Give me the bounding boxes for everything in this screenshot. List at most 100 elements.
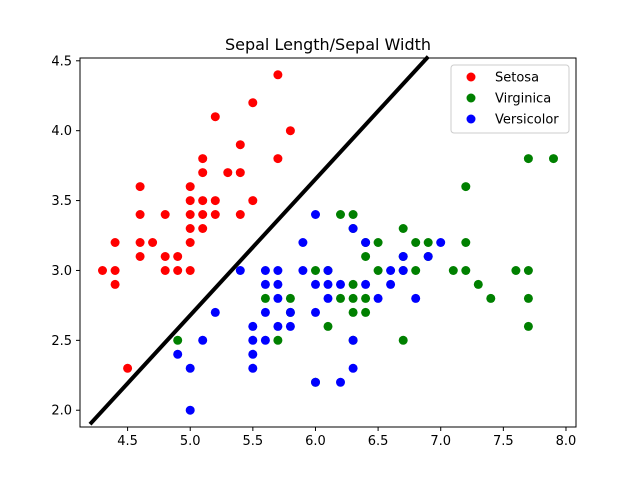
data-point-virginica: [461, 182, 471, 192]
data-point-setosa: [198, 168, 208, 178]
axes-frame: [79, 57, 577, 428]
data-point-virginica: [423, 238, 433, 247]
data-point-versicolor: [423, 252, 433, 261]
data-point-versicolor: [298, 238, 308, 247]
data-point-virginica: [361, 307, 371, 317]
data-point-versicolor: [273, 293, 283, 303]
x-tick-label: 6.0: [305, 434, 326, 449]
data-point-setosa: [198, 224, 208, 233]
data-point-virginica: [486, 293, 496, 303]
data-point-setosa: [160, 252, 170, 261]
data-point-versicolor: [273, 321, 283, 331]
data-point-virginica: [523, 321, 533, 331]
data-point-virginica: [461, 238, 471, 247]
data-point-virginica: [260, 293, 270, 303]
data-point-versicolor: [386, 266, 396, 275]
x-tick-label: 7.5: [493, 434, 514, 449]
data-point-virginica: [361, 293, 371, 303]
data-point-setosa: [160, 210, 170, 219]
data-point-setosa: [110, 266, 120, 275]
data-point-versicolor: [311, 307, 320, 317]
data-point-virginica: [373, 266, 383, 275]
data-point-virginica: [411, 266, 421, 275]
data-point-versicolor: [336, 377, 345, 387]
data-point-virginica: [348, 307, 358, 317]
y-tick-label: 2.5: [51, 334, 72, 349]
data-point-virginica: [361, 252, 371, 261]
data-point-versicolor: [285, 307, 295, 317]
plot-area: [88, 55, 558, 426]
data-point-setosa: [185, 182, 195, 192]
data-point-virginica: [398, 335, 408, 345]
x-tick-label: 7.0: [430, 434, 451, 449]
data-point-versicolor: [285, 321, 295, 331]
y-tick-label: 3.5: [51, 194, 72, 209]
data-point-virginica: [348, 210, 358, 219]
data-point-virginica: [473, 279, 483, 289]
data-point-virginica: [448, 266, 458, 275]
data-point-versicolor: [411, 293, 421, 303]
legend-marker-virginica: [466, 93, 476, 103]
data-point-setosa: [185, 224, 195, 233]
data-point-versicolor: [248, 321, 258, 331]
data-point-virginica: [523, 154, 533, 164]
data-point-setosa: [285, 126, 295, 136]
x-axis: 4.5 5.0 5.5 6.0 6.5 7.0 7.5 8.0: [117, 427, 576, 449]
data-point-setosa: [135, 182, 145, 192]
data-point-setosa: [135, 238, 145, 247]
data-point-virginica: [348, 293, 358, 303]
series-virginica: [173, 154, 558, 387]
data-point-setosa: [185, 238, 195, 247]
data-point-setosa: [185, 266, 195, 275]
data-point-versicolor: [185, 363, 195, 373]
data-point-setosa: [123, 363, 133, 373]
legend-marker-setosa: [466, 72, 476, 82]
separator-line: [88, 55, 430, 426]
data-point-setosa: [148, 238, 158, 247]
data-point-virginica: [461, 266, 471, 275]
data-point-virginica: [273, 335, 283, 345]
data-point-versicolor: [361, 238, 371, 247]
x-tick-label: 8.0: [556, 434, 577, 449]
data-point-setosa: [210, 210, 220, 219]
data-point-setosa: [173, 266, 183, 275]
data-point-versicolor: [311, 377, 320, 387]
chart-title: Sepal Length/Sepal Width: [225, 35, 431, 54]
x-tick-label: 5.0: [180, 434, 201, 449]
legend-label-virginica: Virginica: [495, 92, 551, 107]
data-point-versicolor: [298, 266, 308, 275]
data-point-virginica: [336, 210, 345, 219]
data-point-versicolor: [248, 335, 258, 345]
data-point-versicolor: [198, 335, 208, 345]
data-point-versicolor: [348, 363, 358, 373]
data-point-versicolor: [311, 210, 320, 219]
data-point-versicolor: [361, 279, 371, 289]
data-point-setosa: [135, 210, 145, 219]
data-point-versicolor: [311, 279, 320, 289]
data-point-versicolor: [398, 252, 408, 261]
data-point-versicolor: [273, 279, 283, 289]
legend-label-setosa: Setosa: [495, 71, 539, 86]
legend-marker-versicolor: [466, 114, 476, 124]
y-axis: 2.0 2.5 3.0 3.5 4.0 4.5: [51, 54, 80, 419]
data-point-setosa: [273, 70, 283, 80]
data-point-setosa: [198, 196, 208, 206]
data-point-setosa: [98, 266, 107, 275]
data-point-versicolor: [323, 293, 333, 303]
data-point-versicolor: [436, 238, 446, 247]
data-point-virginica: [348, 279, 358, 289]
data-point-versicolor: [260, 335, 270, 345]
x-tick-label: 6.5: [368, 434, 389, 449]
data-point-setosa: [110, 238, 120, 247]
data-point-setosa: [235, 210, 245, 219]
legend-box: [450, 64, 570, 134]
data-point-virginica: [323, 321, 333, 331]
data-point-virginica: [549, 154, 558, 164]
data-point-virginica: [511, 266, 521, 275]
series-versicolor: [173, 210, 446, 415]
y-tick-label: 3.0: [51, 264, 72, 279]
data-point-versicolor: [235, 266, 245, 275]
data-point-versicolor: [348, 224, 358, 233]
data-point-setosa: [235, 140, 245, 150]
